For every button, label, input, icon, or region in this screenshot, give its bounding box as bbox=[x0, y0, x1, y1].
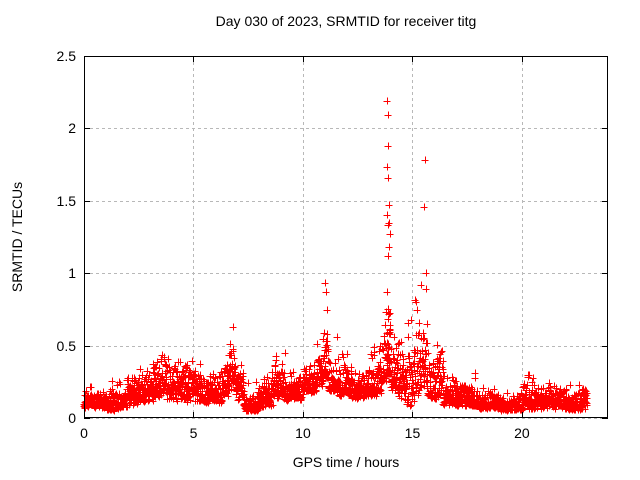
chart-title: Day 030 of 2023, SRMTID for receiver tit… bbox=[215, 13, 477, 29]
x-tick-label: 10 bbox=[295, 425, 311, 441]
y-tick-label: 2 bbox=[68, 120, 76, 137]
x-axis-label: GPS time / hours bbox=[292, 454, 400, 470]
y-tick-label: 0.5 bbox=[56, 337, 76, 354]
x-tick-label: 5 bbox=[189, 425, 198, 441]
y-axis-label: SRMTID / TECUs bbox=[9, 181, 25, 293]
y-tick-label: 2.5 bbox=[56, 48, 76, 64]
y-tick-label: 1 bbox=[68, 265, 76, 282]
scatter-points bbox=[80, 97, 591, 415]
x-tick-label: 15 bbox=[404, 425, 421, 441]
x-tick-label: 0 bbox=[80, 425, 88, 441]
tick-marks bbox=[84, 56, 608, 419]
y-tick-label: 0 bbox=[68, 410, 76, 426]
plot-frame bbox=[84, 56, 608, 418]
y-tick-label: 1.5 bbox=[56, 192, 76, 209]
x-tick-label: 20 bbox=[514, 425, 530, 441]
